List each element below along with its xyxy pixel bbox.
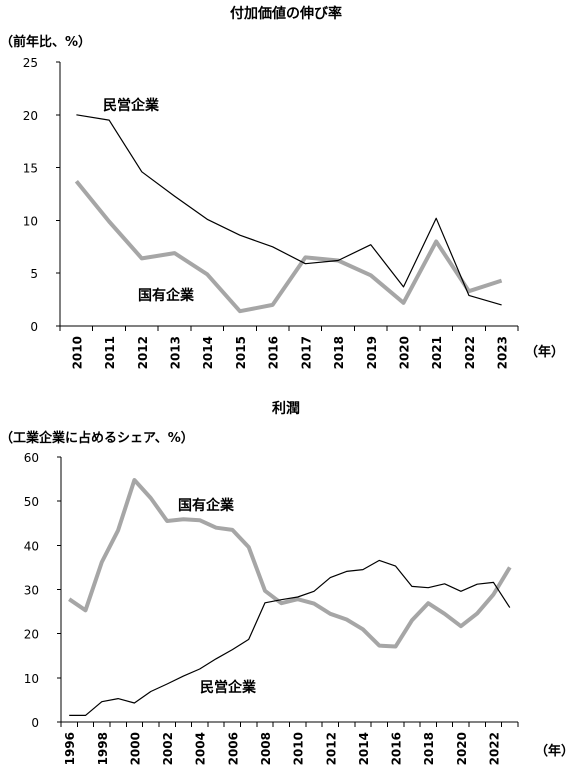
y-tick-label: 10 — [23, 214, 38, 228]
y-tick-label: 20 — [23, 109, 38, 123]
x-tick-label: 2018 — [422, 732, 436, 765]
chart-profit-title: 利潤 — [272, 400, 300, 417]
x-tick-label: 2022 — [463, 336, 477, 369]
x-tick-label: 2020 — [398, 336, 412, 369]
y-tick-label: 40 — [24, 539, 39, 553]
x-tick-label: 2022 — [488, 732, 502, 765]
x-tick-label: 2020 — [455, 732, 469, 765]
x-tick-label: 2010 — [292, 732, 306, 765]
y-tick-label: 30 — [24, 584, 39, 598]
chart-growth-ylabel: （前年比、%） — [0, 34, 91, 50]
x-tick-label: 2018 — [332, 336, 346, 369]
chart-profit-xunit: （年） — [535, 743, 572, 759]
y-tick-label: 15 — [23, 162, 38, 176]
x-tick-label: 2010 — [70, 336, 84, 369]
chart-profit-ylabel: （工業企業に占めるシェア、%） — [0, 430, 194, 446]
x-tick-label: 2012 — [136, 336, 150, 369]
series-line-1 — [76, 114, 502, 306]
x-tick-label: 2016 — [267, 336, 281, 369]
y-tick-label: 0 — [30, 320, 38, 334]
chart-profit: 利潤 （工業企業に占めるシェア、%） （年） 0 10 20 30 40 50 60 1996… — [0, 400, 572, 765]
y-tick-label: 25 — [23, 56, 38, 70]
x-tick-label: 2023 — [496, 336, 510, 369]
chart-profit-label-private: 民営企業 — [200, 679, 257, 696]
x-tick-label: 2017 — [299, 336, 313, 369]
x-tick-label: 2008 — [259, 732, 273, 765]
chart-profit-label-state: 国有企業 — [178, 497, 235, 514]
x-tick-label: 2016 — [390, 732, 404, 765]
x-tick-label: 2015 — [234, 336, 248, 369]
y-tick-label: 10 — [24, 672, 39, 686]
series-line-0 — [74, 180, 503, 314]
x-tick-label: 2014 — [201, 336, 215, 369]
y-tick-label: 0 — [31, 716, 39, 730]
x-tick-label: 1996 — [63, 732, 77, 765]
chart-growth-xunit: （年） — [525, 344, 564, 360]
x-tick-label: 2004 — [194, 732, 208, 765]
x-tick-label: 1998 — [96, 732, 110, 765]
series-line-0 — [68, 478, 512, 649]
x-tick-label: 2002 — [161, 732, 175, 765]
y-tick-label: 60 — [24, 451, 39, 465]
x-tick-label: 2000 — [128, 732, 142, 765]
chart-growth-label-state: 国有企業 — [138, 287, 195, 304]
x-tick-label: 2013 — [169, 336, 183, 369]
x-tick-label: 2019 — [365, 336, 379, 369]
chart-growth-label-private: 民営企業 — [103, 97, 160, 114]
y-tick-label: 50 — [24, 495, 39, 509]
x-tick-label: 2014 — [357, 732, 371, 765]
x-tick-label: 2006 — [226, 732, 240, 765]
chart-growth-title: 付加価値の伸び率 — [230, 5, 342, 22]
x-tick-label: 2021 — [430, 336, 444, 369]
chart-growth: 付加価値の伸び率 （前年比、%） （年） 0 5 10 15 20 25 2010 2011 2… — [0, 5, 564, 369]
x-tick-label: 2012 — [324, 732, 338, 765]
y-tick-label: 20 — [24, 628, 39, 642]
x-tick-label: 2011 — [103, 336, 117, 369]
y-tick-label: 5 — [30, 267, 38, 281]
series-line-1 — [69, 559, 511, 717]
